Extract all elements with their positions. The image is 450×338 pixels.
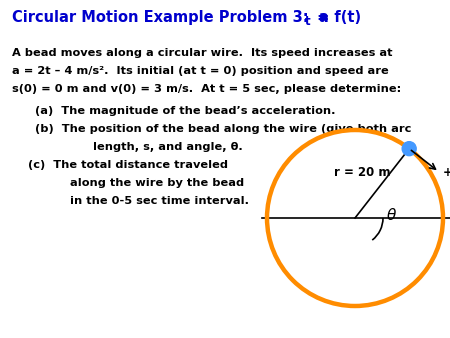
Text: (b)  The position of the bead along the wire (give both arc: (b) The position of the bead along the w… (35, 124, 411, 134)
Text: s(0) = 0 m and v(0) = 3 m/s.  At t = 5 sec, please determine:: s(0) = 0 m and v(0) = 3 m/s. At t = 5 se… (12, 84, 401, 94)
Text: in the 0-5 sec time interval.: in the 0-5 sec time interval. (70, 196, 249, 206)
Text: = f(t): = f(t) (312, 10, 361, 25)
Text: r = 20 m: r = 20 m (334, 166, 391, 179)
Text: (a)  The magnitude of the bead’s acceleration.: (a) The magnitude of the bead’s accelera… (35, 106, 336, 116)
Text: θ: θ (387, 208, 396, 223)
Text: a = 2t – 4 m/s².  Its initial (at t = 0) position and speed are: a = 2t – 4 m/s². Its initial (at t = 0) … (12, 66, 389, 76)
Text: Circular Motion Example Problem 3:  a: Circular Motion Example Problem 3: a (12, 10, 329, 25)
Text: (c)  The total distance traveled: (c) The total distance traveled (28, 160, 228, 170)
Text: A bead moves along a circular wire.  Its speed increases at: A bead moves along a circular wire. Its … (12, 48, 392, 58)
Text: t: t (305, 15, 310, 28)
Text: +s: +s (443, 166, 450, 178)
Text: length, s, and angle, θ.: length, s, and angle, θ. (93, 142, 243, 152)
Circle shape (402, 142, 416, 156)
Text: along the wire by the bead: along the wire by the bead (70, 178, 244, 188)
